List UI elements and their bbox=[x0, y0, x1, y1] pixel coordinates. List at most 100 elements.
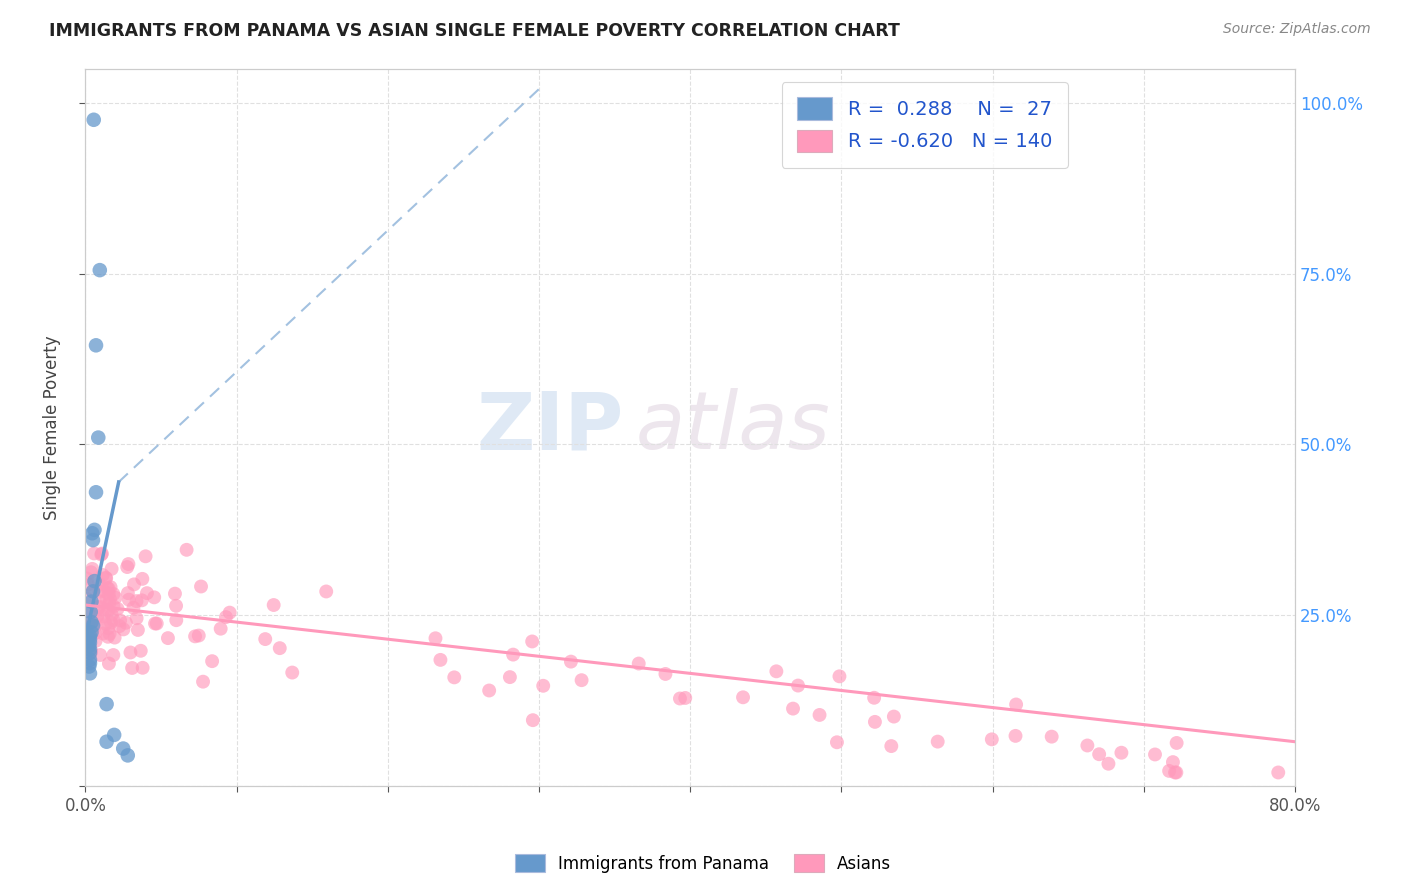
Point bbox=[118, 592, 141, 607]
Point bbox=[1143, 747, 1166, 762]
Point bbox=[97, 630, 120, 644]
Point bbox=[107, 602, 129, 616]
Point bbox=[98, 597, 121, 611]
Point bbox=[654, 667, 676, 681]
Point bbox=[79, 629, 101, 643]
Point bbox=[82, 584, 104, 599]
Point bbox=[115, 615, 138, 630]
Point bbox=[176, 542, 198, 557]
Point bbox=[83, 574, 105, 588]
Point bbox=[89, 263, 111, 277]
Point bbox=[135, 549, 157, 564]
Point bbox=[87, 576, 110, 591]
Point bbox=[84, 338, 107, 352]
Point bbox=[782, 701, 804, 715]
Point bbox=[765, 665, 787, 679]
Point bbox=[80, 594, 103, 608]
Point bbox=[94, 603, 117, 617]
Point bbox=[91, 626, 114, 640]
Point bbox=[103, 728, 125, 742]
Point bbox=[502, 648, 524, 662]
Point bbox=[143, 591, 166, 605]
Point bbox=[127, 623, 149, 637]
Point bbox=[117, 748, 139, 763]
Point bbox=[263, 598, 285, 612]
Point bbox=[103, 587, 125, 601]
Point bbox=[120, 645, 142, 659]
Point bbox=[76, 572, 98, 586]
Point bbox=[165, 613, 187, 627]
Point bbox=[87, 431, 110, 445]
Text: Source: ZipAtlas.com: Source: ZipAtlas.com bbox=[1223, 22, 1371, 37]
Point bbox=[83, 523, 105, 537]
Point bbox=[1166, 765, 1188, 780]
Point bbox=[79, 646, 101, 660]
Point bbox=[1040, 730, 1063, 744]
Point bbox=[499, 670, 522, 684]
Y-axis label: Single Female Poverty: Single Female Poverty bbox=[44, 335, 60, 520]
Point bbox=[673, 690, 696, 705]
Point bbox=[77, 616, 100, 631]
Point bbox=[80, 643, 103, 657]
Point bbox=[1166, 736, 1188, 750]
Point bbox=[79, 642, 101, 657]
Point bbox=[429, 653, 451, 667]
Point bbox=[121, 661, 143, 675]
Point bbox=[808, 708, 831, 723]
Point bbox=[100, 607, 122, 622]
Point bbox=[825, 735, 848, 749]
Point bbox=[96, 697, 118, 711]
Point bbox=[1164, 765, 1187, 780]
Point bbox=[571, 673, 593, 688]
Point bbox=[84, 485, 107, 500]
Point bbox=[83, 546, 105, 560]
Text: ZIP: ZIP bbox=[477, 388, 624, 467]
Point bbox=[83, 112, 105, 127]
Point bbox=[77, 604, 100, 618]
Point bbox=[97, 582, 120, 596]
Point bbox=[828, 669, 851, 683]
Point bbox=[883, 709, 905, 723]
Text: IMMIGRANTS FROM PANAMA VS ASIAN SINGLE FEMALE POVERTY CORRELATION CHART: IMMIGRANTS FROM PANAMA VS ASIAN SINGLE F… bbox=[49, 22, 900, 40]
Point bbox=[94, 616, 117, 631]
Point bbox=[89, 584, 111, 599]
Point bbox=[522, 713, 544, 727]
Point bbox=[82, 526, 104, 541]
Point bbox=[96, 571, 118, 585]
Point bbox=[627, 657, 650, 671]
Point bbox=[82, 562, 104, 576]
Point bbox=[97, 657, 120, 671]
Point bbox=[269, 641, 291, 656]
Point bbox=[82, 533, 104, 547]
Point bbox=[218, 606, 240, 620]
Point bbox=[281, 665, 304, 680]
Point bbox=[112, 623, 135, 637]
Point bbox=[77, 577, 100, 591]
Point bbox=[77, 639, 100, 653]
Point bbox=[93, 583, 115, 598]
Point bbox=[201, 654, 224, 668]
Point bbox=[89, 648, 111, 662]
Point bbox=[315, 584, 337, 599]
Point bbox=[98, 627, 121, 641]
Point bbox=[100, 562, 122, 576]
Point bbox=[96, 592, 118, 607]
Point bbox=[79, 656, 101, 670]
Point bbox=[115, 560, 138, 574]
Point bbox=[84, 634, 107, 648]
Point bbox=[131, 661, 153, 675]
Point bbox=[143, 616, 166, 631]
Point bbox=[880, 739, 903, 753]
Point bbox=[1159, 764, 1181, 778]
Point bbox=[117, 557, 139, 571]
Point bbox=[209, 622, 232, 636]
Point bbox=[87, 600, 110, 615]
Point bbox=[79, 635, 101, 649]
Point bbox=[91, 609, 114, 624]
Point bbox=[90, 548, 112, 562]
Point bbox=[443, 670, 465, 684]
Point bbox=[77, 632, 100, 646]
Point bbox=[129, 644, 152, 658]
Point bbox=[163, 587, 186, 601]
Point bbox=[104, 631, 127, 645]
